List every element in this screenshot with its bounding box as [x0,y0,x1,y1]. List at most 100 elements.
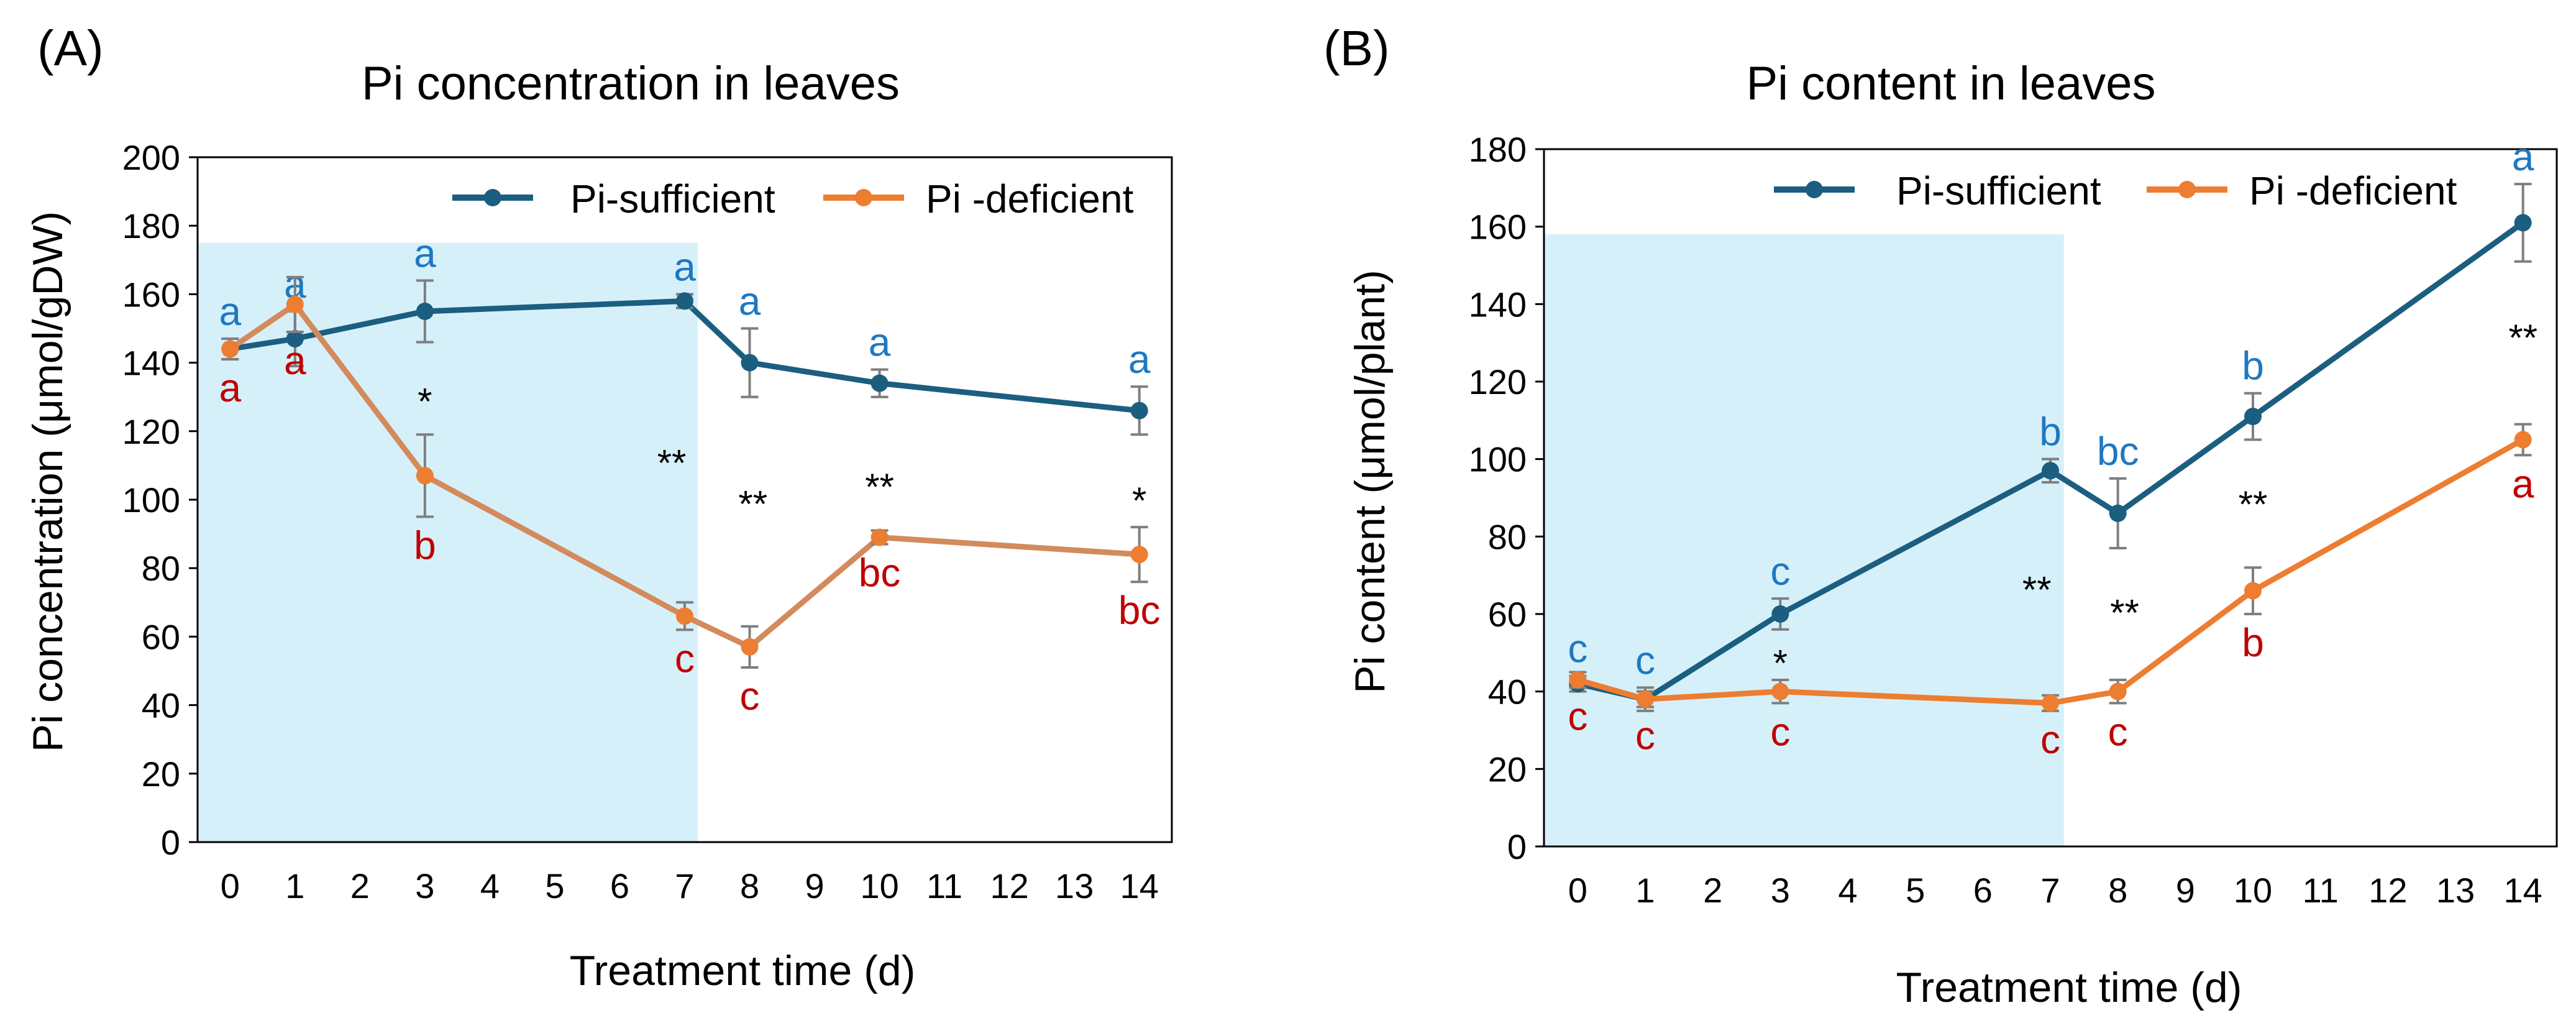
data-point-deficient [286,295,304,313]
chart-title: Pi content in leaves [1746,57,2155,110]
significance-asterisk: ** [2022,569,2052,610]
significance-letter: b [2039,410,2062,454]
significance-asterisk: ** [865,466,894,508]
x-tick-label: 2 [350,866,370,905]
x-tick-label: 8 [2108,871,2127,910]
y-tick-label: 0 [161,823,180,862]
y-tick-label: 180 [122,206,180,245]
x-tick-label: 11 [926,866,962,905]
significance-asterisk: ** [2239,484,2268,525]
y-tick-label: 100 [1469,440,1527,479]
y-tick-label: 40 [142,686,180,725]
significance-letter: c [1635,638,1655,682]
x-tick-label: 10 [860,866,898,905]
x-tick-label: 0 [221,866,240,905]
x-tick-label: 14 [1120,866,1159,905]
significance-letter: c [1568,694,1587,738]
data-point-sufficient [1130,401,1148,419]
x-tick-label: 2 [1703,871,1722,910]
y-tick-label: 140 [122,344,180,383]
y-tick-label: 200 [122,138,180,177]
panel-a: (A) Pi concentration in leaves Treatment… [24,21,1173,994]
x-tick-label: 12 [2368,871,2407,910]
significance-letter: c [2040,717,2060,762]
x-tick-label: 0 [1568,871,1587,910]
x-tick-label: 1 [285,866,304,905]
legend-label-deficient: Pi -deficient [2249,168,2457,213]
significance-letter: bc [2097,429,2139,474]
significance-letter: c [1568,626,1587,671]
significance-letter: a [869,320,891,365]
significance-letter: a [219,289,241,334]
data-point-deficient [2042,694,2059,712]
y-tick-label: 0 [1507,827,1527,866]
significance-asterisk: * [1773,643,1788,684]
x-tick-label: 8 [740,866,759,905]
x-tick-label: 4 [1838,871,1857,910]
legend: Pi-sufficient Pi -deficient [1774,168,2457,213]
y-tick-label: 100 [122,480,180,520]
legend-label-deficient: Pi -deficient [926,176,1134,221]
significance-letter: a [2512,134,2534,179]
significance-letter: b [2242,344,2264,388]
significance-letter: c [675,636,695,681]
x-tick-label: 1 [1635,871,1655,910]
data-point-deficient [221,340,239,358]
y-tick-label: 40 [1488,672,1527,712]
legend-marker-sufficient [1806,181,1823,198]
significance-letter: a [1128,337,1151,382]
y-tick-label: 180 [1469,130,1527,169]
significance-letter: c [1770,709,1790,754]
data-point-sufficient [676,292,693,310]
x-tick-label: 5 [545,866,564,905]
data-point-sufficient [2109,504,2127,522]
x-tick-label: 11 [2303,871,2339,910]
data-point-deficient [1130,546,1148,564]
significance-asterisk: ** [2508,317,2537,359]
y-tick-label: 140 [1469,285,1527,324]
y-tick-label: 20 [142,754,180,794]
data-point-sufficient [2244,408,2262,426]
x-tick-label: 14 [2504,871,2542,910]
legend-marker-deficient [2178,181,2196,198]
significance-letter: a [284,338,306,383]
x-tick-label: 9 [2176,871,2195,910]
significance-letter: a [674,244,696,289]
x-tick-label: 6 [1973,871,1993,910]
y-tick-label: 80 [1488,517,1527,556]
data-point-deficient [2244,582,2262,600]
significance-letter: c [1770,549,1790,594]
data-point-deficient [676,607,693,625]
data-point-deficient [1637,690,1654,708]
panel-label: (A) [37,21,104,76]
x-tick-label: 3 [1771,871,1790,910]
data-point-deficient [870,528,888,546]
x-tick-label: 10 [2234,871,2272,910]
significance-letter: c [2108,709,2128,754]
plot-frame [1543,148,2558,848]
chart-title: Pi concentration in leaves [362,57,900,110]
shaded-region [198,242,698,842]
data-point-sufficient [286,330,304,348]
legend-marker-deficient [855,189,872,206]
x-tick-label: 3 [415,866,434,905]
shaded-region [1544,234,2064,847]
y-tick-label: 160 [122,275,180,314]
data-point-sufficient [741,354,759,372]
significance-asterisk: * [1132,480,1146,521]
x-tick-label: 12 [990,866,1029,905]
data-point-deficient [1569,671,1587,689]
data-point-deficient [2514,431,2532,449]
data-point-sufficient [2514,214,2532,232]
significance-letter: a [739,279,761,324]
significance-letter: a [219,365,241,410]
significance-asterisk: ** [738,484,767,525]
significance-asterisk: ** [657,442,687,484]
data-point-deficient [741,638,759,656]
significance-letter: bc [1118,588,1161,633]
x-tick-label: 5 [1906,871,1925,910]
x-tick-label: 6 [610,866,629,905]
significance-letter: a [2512,461,2534,506]
